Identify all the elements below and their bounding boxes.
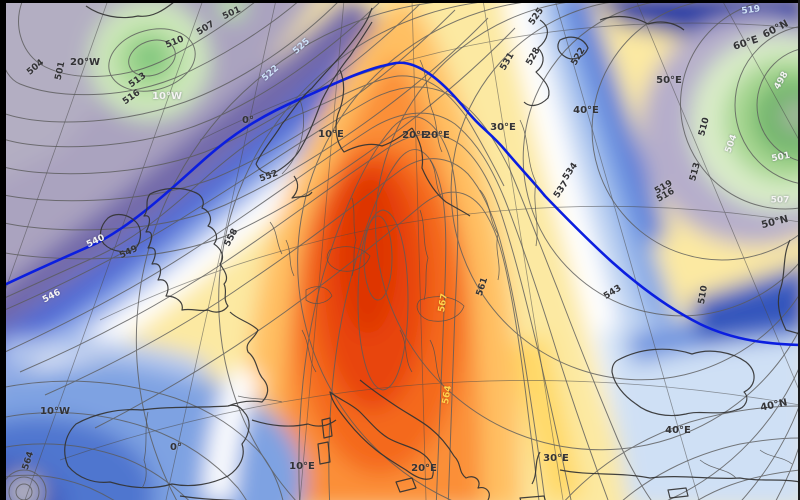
map-frame-left (0, 0, 6, 500)
coastlines (64, 1, 800, 500)
bold-540-contour (0, 61, 800, 347)
map-frame-right (798, 0, 800, 500)
map-frame-top (0, 0, 800, 3)
country-borders (141, 59, 793, 489)
